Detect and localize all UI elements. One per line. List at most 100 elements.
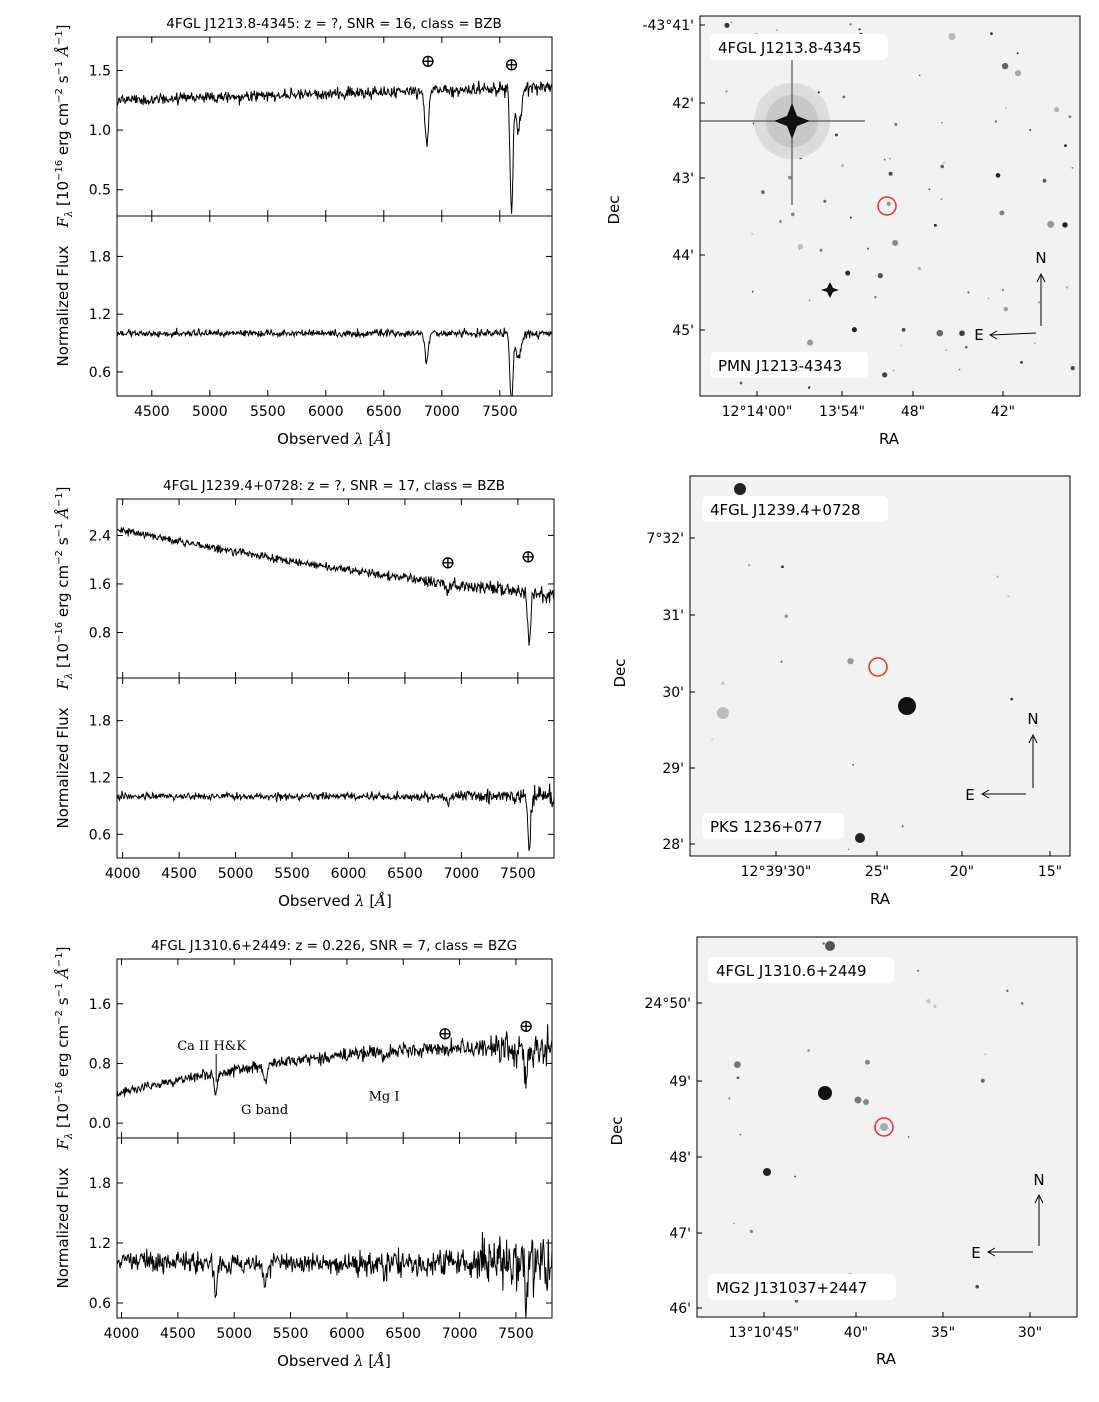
telluric-markers: ⊕ ⊕ <box>440 547 535 574</box>
field-star <box>794 1175 796 1178</box>
field-star <box>761 190 765 194</box>
field-star <box>1003 306 1009 312</box>
field-star <box>849 23 852 26</box>
field-star <box>806 339 814 346</box>
y-tick-label: 1.2 <box>89 1236 111 1252</box>
line-annotation: Ca II H&K <box>177 1039 246 1054</box>
flux-line <box>116 1024 553 1097</box>
bright-star <box>818 1086 832 1100</box>
dec-tick-label: 43' <box>672 171 694 187</box>
x-tick-label: 6500 <box>366 404 402 420</box>
telluric-marker: ⊕ <box>440 553 455 574</box>
field-star <box>967 291 970 294</box>
normalized-y-axis-label: Normalized Flux <box>54 1167 72 1288</box>
normalized-flux-line <box>116 327 553 397</box>
normalized-flux-line <box>116 1231 553 1319</box>
field-star <box>852 763 855 766</box>
field-star <box>888 171 893 176</box>
field-star <box>987 297 990 300</box>
telluric-markers: ⊕ ⊕ <box>420 51 519 76</box>
bright-star <box>898 697 916 715</box>
field-star <box>883 158 886 161</box>
field-star <box>751 233 753 235</box>
field-star <box>933 1004 937 1008</box>
field-star <box>964 345 968 349</box>
field-star <box>849 216 852 219</box>
field-star <box>1019 360 1024 364</box>
field-star <box>975 1284 980 1289</box>
sky-image-frame <box>699 15 1081 397</box>
field-star <box>834 133 838 137</box>
field-star <box>940 198 943 201</box>
x-tick-label: 6500 <box>385 1326 421 1342</box>
field-star <box>1005 107 1007 109</box>
x-tick-label: 4500 <box>160 1326 196 1342</box>
compass-n: N <box>1033 1171 1044 1189</box>
x-tick-label: 6000 <box>308 404 344 420</box>
field-star <box>776 29 778 31</box>
compass-e: E <box>965 786 974 804</box>
counterpart-label: PMN J1213-4343 <box>718 357 842 375</box>
y-tick-label: 1.8 <box>89 714 111 730</box>
faint-star <box>717 707 729 719</box>
compass-n: N <box>1027 710 1038 728</box>
telluric-markers: ⊕ ⊕ <box>437 1016 533 1044</box>
field-star <box>787 175 792 180</box>
field-star <box>882 372 888 378</box>
source-label: 4FGL J1239.4+0728 <box>710 501 861 519</box>
normalized-flux-line <box>116 783 555 851</box>
field-star <box>1054 107 1060 113</box>
field-star <box>780 660 783 663</box>
field-star <box>1034 342 1036 344</box>
axis-ticks: 4000 4500 5000 5500 6000 6500 7000 7500 0.8 1.6 2.… <box>89 499 554 882</box>
normalized-y-axis-label: Normalized Flux <box>54 245 72 366</box>
field-star <box>865 1059 870 1065</box>
field-star <box>1042 178 1047 183</box>
field-star <box>819 248 823 252</box>
source-label-box: 4FGL J1239.4+0728 <box>702 496 888 522</box>
dec-tick-label: 7°32' <box>646 531 684 547</box>
axis-ticks: 4500 5000 5500 6000 6500 7000 7500 0.5 1.0 1.5 0.6… <box>89 37 552 420</box>
compass: N E <box>965 710 1038 804</box>
y-tick-label: 1.8 <box>89 249 111 265</box>
field-star <box>958 368 961 371</box>
x-tick-label: 5000 <box>218 866 254 882</box>
spectrum-panel-2: 4FGL J1239.4+0728: z = ?, SNR = 17, clas… <box>54 478 555 910</box>
field-star <box>807 1049 811 1052</box>
x-tick-label: 7500 <box>498 1326 534 1342</box>
ra-tick-label: 15" <box>1038 864 1062 880</box>
telluric-marker: ⊕ <box>504 54 519 75</box>
field-star <box>1062 222 1068 228</box>
field-star <box>822 942 825 945</box>
sky-image-panel-2: 4FGL J1239.4+0728 PKS 1236+077 N E 12°39… <box>611 475 1071 908</box>
line-annotation: Mg I <box>369 1090 400 1105</box>
field-star <box>996 575 999 579</box>
field-star <box>721 681 725 685</box>
y-tick-label: 1.8 <box>89 1176 111 1192</box>
y-tick-label: 0.8 <box>89 625 111 641</box>
flux-line <box>116 80 553 214</box>
compass: N E <box>971 1171 1044 1262</box>
field-star <box>845 270 851 276</box>
ra-tick-label: 35" <box>931 1325 955 1341</box>
field-star <box>900 344 903 347</box>
y-tick-label: 1.5 <box>89 63 111 79</box>
y-tick-label: 0.8 <box>89 1056 111 1072</box>
x-tick-label: 4000 <box>105 866 141 882</box>
x-tick-label: 6000 <box>329 1326 365 1342</box>
ra-tick-label: 13°10'45" <box>729 1325 800 1341</box>
counterpart-label-box: PKS 1236+077 <box>702 813 844 839</box>
x-axis-label: Observed λ [Å] <box>278 892 392 910</box>
x-tick-label: 7000 <box>424 404 460 420</box>
x-axis-label: Observed λ [Å] <box>277 1352 391 1370</box>
x-tick-label: 7500 <box>500 866 536 882</box>
field-star <box>1071 166 1074 169</box>
counterpart-circle <box>868 657 888 677</box>
field-star <box>1068 115 1072 119</box>
field-star <box>999 210 1005 216</box>
x-tick-label: 6000 <box>331 866 367 882</box>
ra-tick-label: 40" <box>844 1325 868 1341</box>
bottom-plot-frame <box>116 1137 553 1319</box>
field-star <box>847 848 850 851</box>
field-star <box>886 201 891 206</box>
